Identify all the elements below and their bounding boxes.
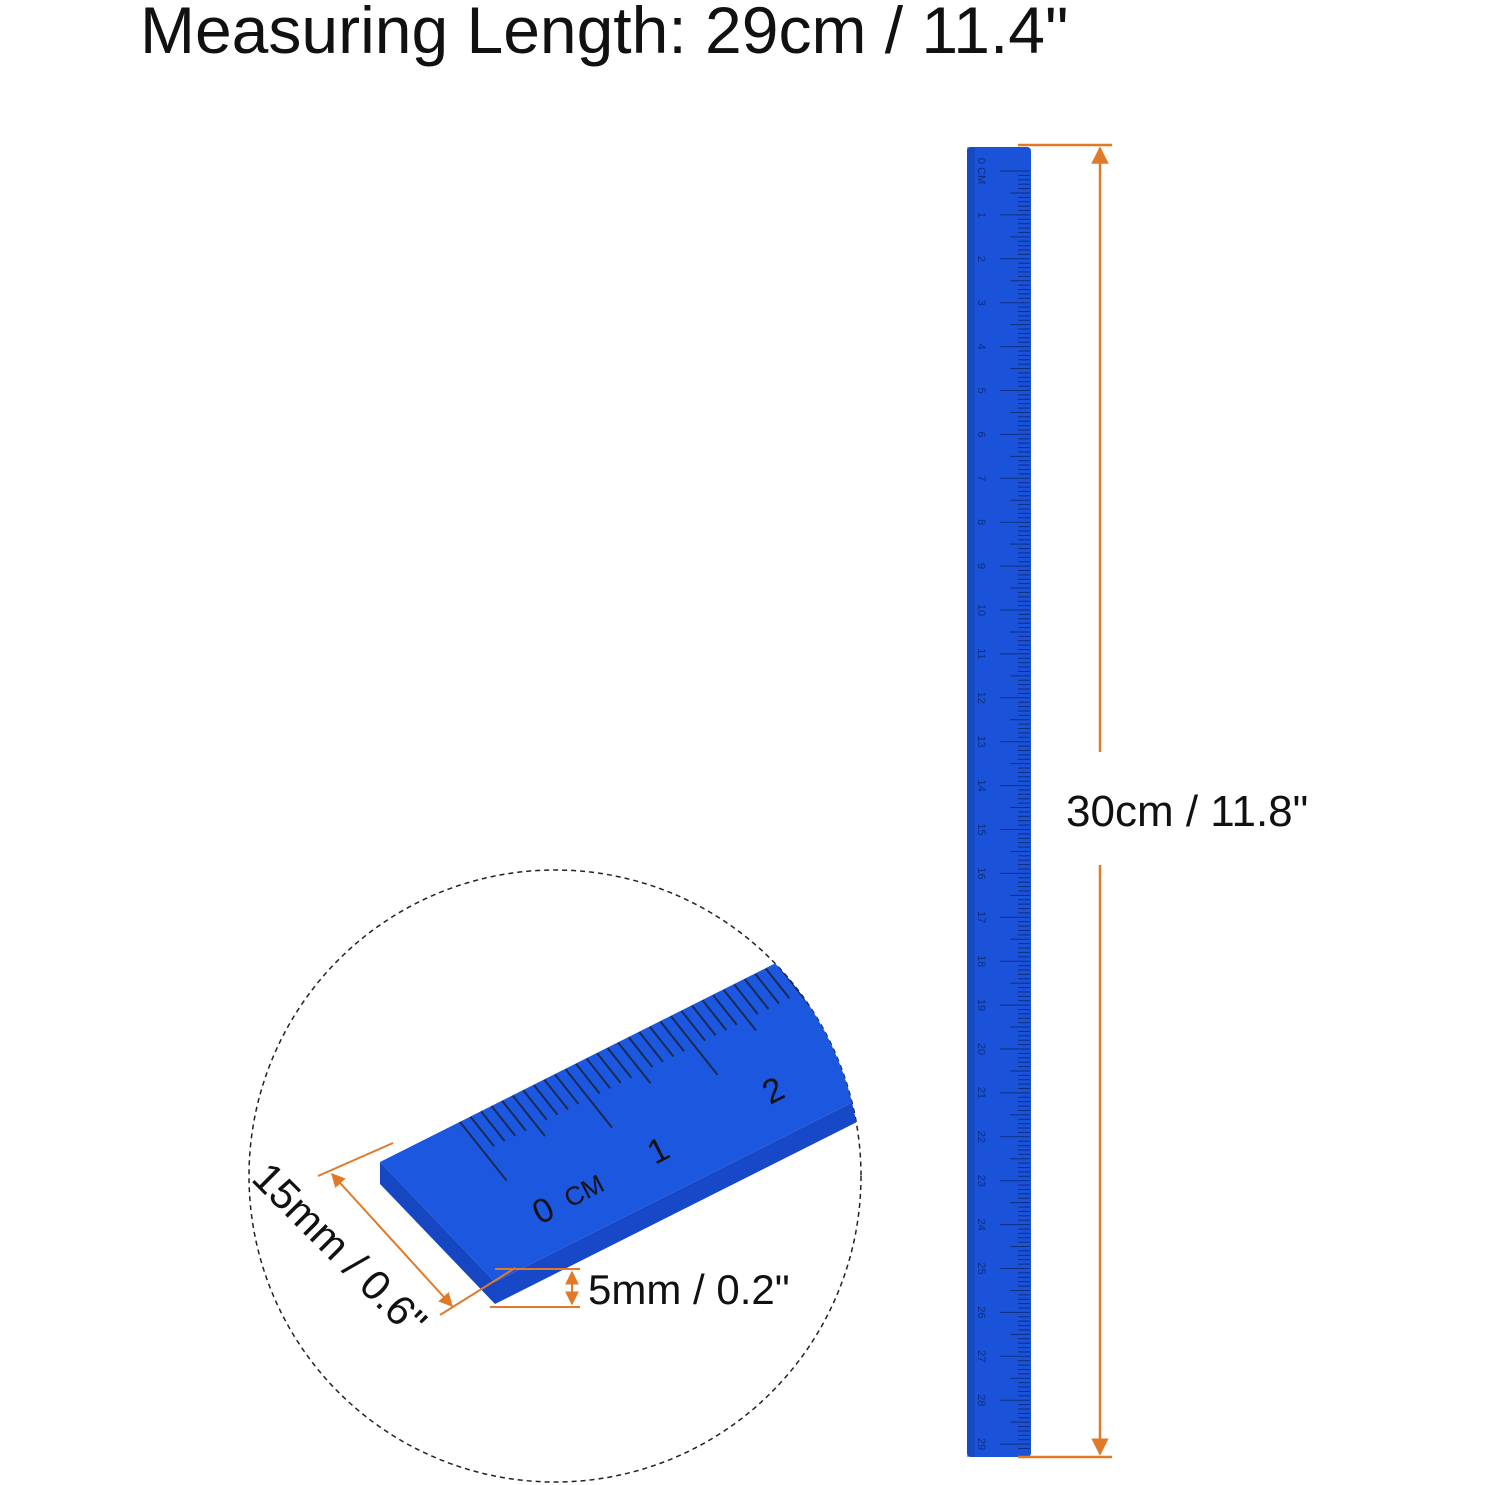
ruler-number: 25 <box>975 1262 987 1274</box>
ruler-number: 10 <box>975 604 987 616</box>
detail-tick <box>817 941 844 973</box>
length-label: 30cm / 11.8" <box>1066 787 1308 836</box>
detail-tick <box>691 1005 717 1036</box>
detail-tick <box>860 920 861 952</box>
detail-tick <box>490 1105 516 1137</box>
ruler-number: 14 <box>975 779 987 791</box>
detail-tick <box>765 968 791 999</box>
ruler-number: 27 <box>975 1350 987 1362</box>
detail-tick <box>649 1026 675 1058</box>
detail-tick <box>501 1100 527 1132</box>
ruler-number: 2 <box>975 256 987 262</box>
ruler-number: 16 <box>975 867 987 879</box>
detail-tick <box>480 1110 506 1142</box>
ruler-number: 12 <box>975 692 987 704</box>
ruler-ticks <box>1000 170 1030 1449</box>
detail-tick <box>564 1068 613 1129</box>
ruler-number: 21 <box>975 1087 987 1099</box>
ruler-number: 23 <box>975 1175 987 1187</box>
detail-tick <box>575 1063 601 1095</box>
detail-tick <box>712 994 738 1026</box>
ruler-number: 19 <box>975 999 987 1011</box>
detail-tick <box>733 983 759 1015</box>
detail-tick <box>617 1042 652 1084</box>
ruler-number: 22 <box>975 1131 987 1143</box>
ruler-number: 15 <box>975 823 987 835</box>
detail-tick <box>469 1116 495 1147</box>
ruler-number: 28 <box>975 1394 987 1406</box>
detail-tick <box>754 973 780 1005</box>
ruler-number: 20 <box>975 1043 987 1055</box>
detail-tick <box>722 989 757 1032</box>
ruler-number: 18 <box>975 955 987 967</box>
detail-tick <box>628 1036 654 1068</box>
width-dimension <box>317 1142 516 1316</box>
length-dimension <box>1018 143 1112 1459</box>
ruler-number: 11 <box>975 648 987 659</box>
ruler-number: 13 <box>975 736 987 748</box>
ruler-number: 0 CM <box>975 158 987 184</box>
detail-tick <box>871 916 895 946</box>
detail-tick <box>533 1084 559 1116</box>
detail-tick <box>670 1015 719 1076</box>
detail-tick <box>828 936 861 979</box>
detail-tick <box>522 1089 548 1121</box>
detail-ruler: 0 CM 1 2 <box>380 888 929 1304</box>
detail-tick <box>596 1052 622 1084</box>
ruler-number: 29 <box>975 1438 987 1450</box>
ruler: 0 CM123456789101112131415161718192021222… <box>967 147 1031 1457</box>
ruler-body <box>967 147 1031 1457</box>
detail-tick <box>659 1020 685 1052</box>
detail-tick <box>701 999 727 1031</box>
ruler-number: 26 <box>975 1306 987 1318</box>
page-title: Measuring Length: 29cm / 11.4" <box>140 0 1069 67</box>
thickness-dimension <box>490 1268 580 1308</box>
detail-tick <box>638 1031 664 1063</box>
ruler-number: 7 <box>975 475 987 481</box>
detail-tick <box>543 1079 569 1110</box>
ruler-number: 4 <box>975 344 987 350</box>
ruler-number: 24 <box>975 1218 987 1230</box>
ruler-number: 6 <box>975 431 987 437</box>
ruler-number: 5 <box>975 387 987 393</box>
detail-tick <box>606 1047 633 1079</box>
ruler-number: 17 <box>975 911 987 923</box>
detail-tick <box>459 1121 508 1182</box>
detail-tick <box>511 1094 546 1137</box>
detail-tick <box>796 952 822 984</box>
detail-tick <box>554 1073 580 1105</box>
detail-tick <box>744 978 770 1010</box>
ruler-number: 9 <box>975 563 987 569</box>
detail-circle <box>248 869 862 1483</box>
detail-tick <box>585 1057 611 1089</box>
ruler-number: 3 <box>975 300 987 306</box>
ruler-numbers: 0 CM123456789101112131415161718192021222… <box>975 158 987 1450</box>
thickness-label: 5mm / 0.2" <box>588 1266 790 1313</box>
detail-tick <box>849 925 861 957</box>
detail-tick <box>680 1010 706 1042</box>
detail-tick <box>807 946 833 978</box>
ruler-number: 1 <box>975 212 987 218</box>
ruler-number: 8 <box>975 519 987 525</box>
detail-tick <box>882 911 929 970</box>
detail-tick <box>838 931 861 962</box>
